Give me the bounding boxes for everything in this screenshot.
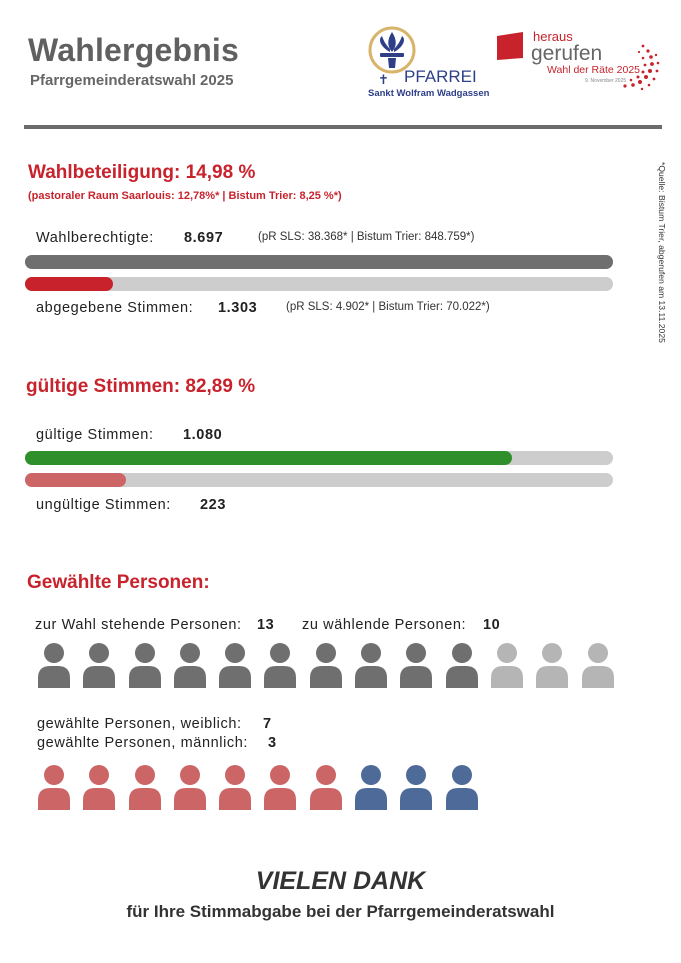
person-icon [400,765,433,810]
person-icon [173,643,206,688]
dots-decoration [623,44,660,91]
heraus-logo-line1: heraus [533,29,573,44]
person-icon [309,765,342,810]
invalid-value: 223 [200,497,226,513]
page-subtitle: Pfarrgemeinderatswahl 2025 [30,72,234,89]
person-icon [490,643,523,688]
valid-heading: gültige Stimmen: 82,89 % [26,376,256,397]
cast-value: 1.303 [218,300,258,316]
eligible-note: (pR SLS: 38.368* | Bistum Trier: 848.759… [258,231,475,243]
pfarrei-logo-word: PFARREI [404,67,477,86]
female-value: 7 [263,716,272,732]
invalid-label: ungültige Stimmen: [36,497,171,513]
pfarrei-logo: ✝ PFARREI Sankt Wolfram Wadgassen [368,26,490,99]
person-icon [83,765,116,810]
seats-label: zu wählende Personen: [302,617,467,633]
person-icon [264,643,297,688]
person-icon [355,765,388,810]
thanks-heading: VIELEN DANK [255,867,426,895]
eligible-bar [25,255,613,269]
person-icon [128,643,161,688]
valid-bar-fill [25,451,513,465]
person-icon [581,643,614,688]
heraus-gerufen-logo: heraus gerufen Wahl der Räte 2025 9. Nov… [497,29,660,91]
person-icon [83,643,116,688]
cast-note: (pR SLS: 4.902* | Bistum Trier: 70.022*) [286,301,490,313]
person-icon [264,765,297,810]
svg-text:✝: ✝ [378,72,389,87]
source-note: *Quelle: Bistum Trier, abgerufen am 13.1… [657,162,667,343]
pfarrei-logo-name: Sankt Wolfram Wadgassen [368,88,490,99]
heraus-logo-line2: gerufen [531,42,602,65]
header-divider [24,125,662,129]
heraus-logo-line3: Wahl der Räte 2025 [547,64,640,76]
person-icon [219,765,252,810]
eligible-value: 8.697 [184,230,224,246]
invalid-bar [25,473,613,487]
thanks-subheading: für Ihre Stimmabgabe bei der Pfarrgemein… [126,902,555,921]
turnout-heading: Wahlbeteiligung: 14,98 % [28,162,256,183]
turnout-subheading: (pastoraler Raum Saarlouis: 12,78%* | Bi… [28,190,342,202]
person-icon [355,643,388,688]
person-icon [309,643,342,688]
source-note-text: *Quelle: Bistum Trier, abgerufen am 13.1… [657,162,667,343]
invalid-bar-fill [25,473,126,487]
persons-heading: Gewählte Personen: [27,572,210,593]
cast-label: abgegebene Stimmen: [36,300,194,316]
cast-bar-fill [25,277,114,291]
person-icon [400,643,433,688]
valid-bar [25,451,613,465]
person-icon [445,765,478,810]
eligible-bar-fill [25,255,613,269]
eligible-label: Wahlberechtigte: [36,230,154,246]
person-icon [173,765,206,810]
person-icon [445,643,478,688]
cast-bar [25,277,613,291]
female-label: gewählte Personen, weiblich: [37,716,242,732]
seats-value: 10 [483,617,501,633]
male-value: 3 [268,735,277,751]
person-icon [536,643,569,688]
page-title: Wahlergebnis [28,32,240,68]
valid-label: gültige Stimmen: [36,427,154,443]
heraus-logo-line4: 9. November 2025 [585,78,626,84]
person-icon [128,765,161,810]
candidates-value: 13 [257,617,275,633]
person-icon [38,643,70,688]
candidates-label: zur Wahl stehende Personen: [35,617,242,633]
elected-icon-row [36,764,489,810]
candidates-icon-row [36,642,625,688]
valid-value: 1.080 [183,427,223,443]
person-icon [219,643,252,688]
male-label: gewählte Personen, männlich: [37,735,249,751]
person-icon [38,765,70,810]
